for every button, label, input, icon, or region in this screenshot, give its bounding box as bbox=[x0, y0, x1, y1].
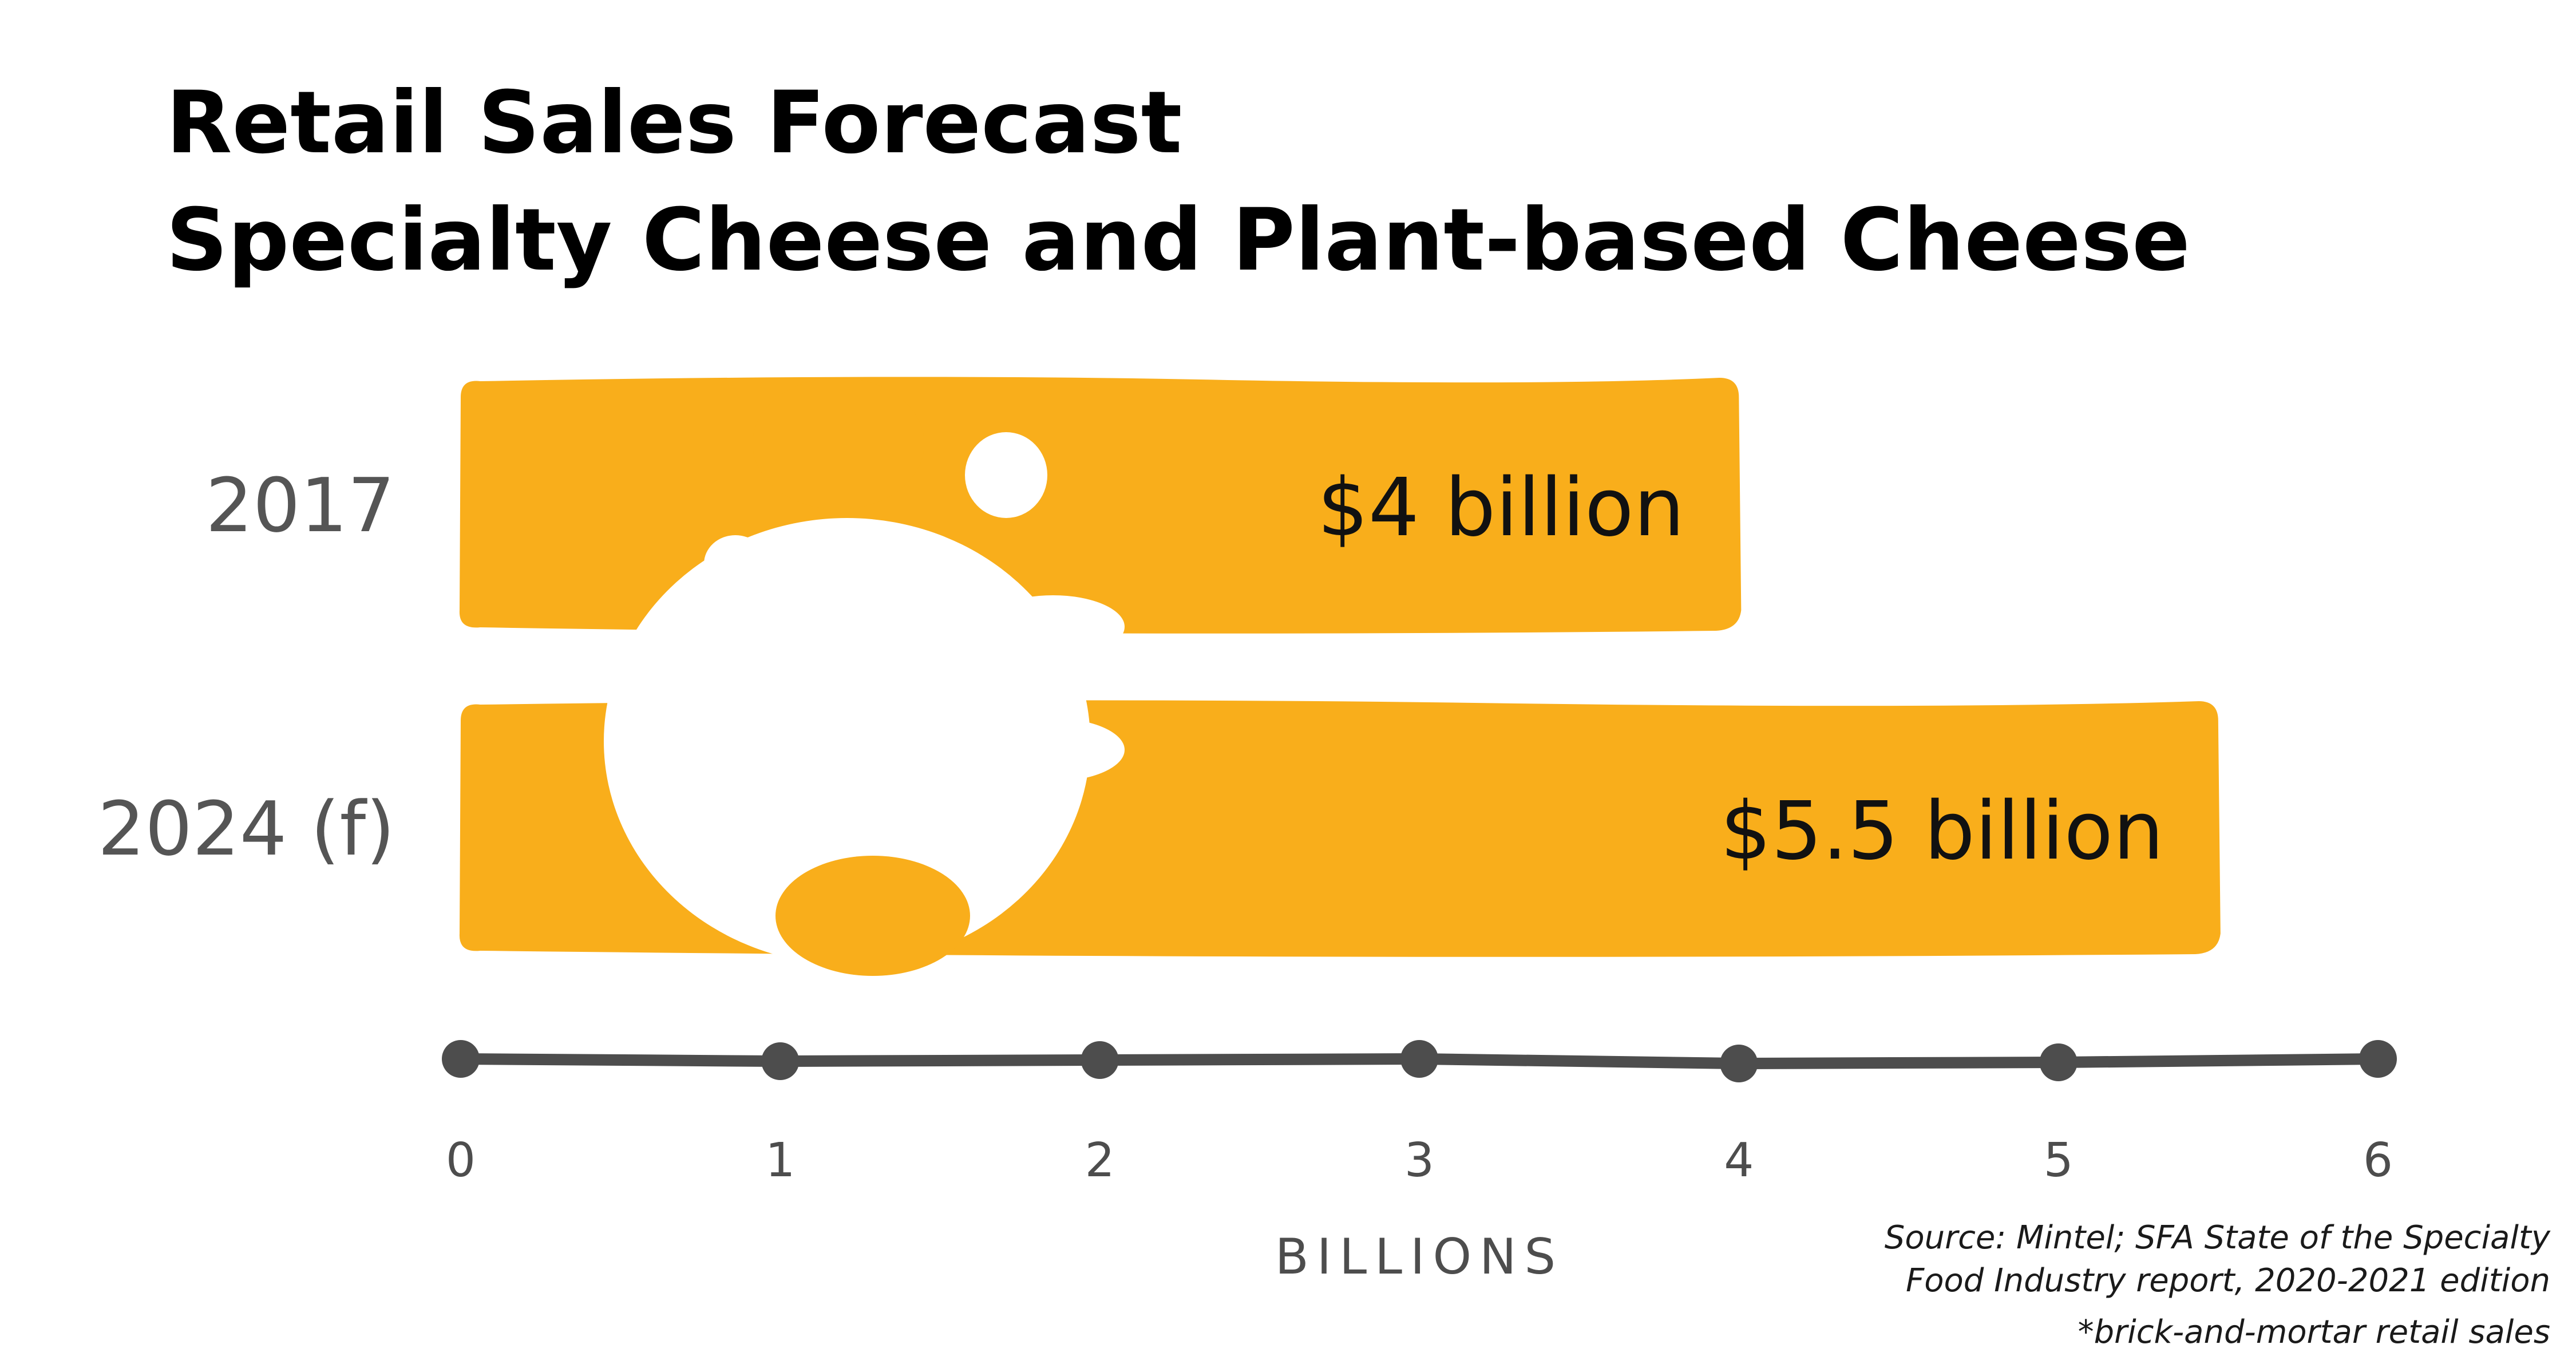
x-tick-dot-4 bbox=[1720, 1045, 1758, 1082]
labels-layer: 2017 2024 (f) $4 billion $5.5 billion bbox=[98, 461, 2164, 878]
category-label-1: 2024 (f) bbox=[98, 785, 395, 872]
category-label-0: 2017 bbox=[205, 462, 395, 549]
x-tick-dot-1 bbox=[761, 1042, 800, 1080]
x-axis: 0 1 2 3 4 5 6 BILLIONS bbox=[442, 1040, 2397, 1286]
footnote: *brick-and-mortar retail sales bbox=[2078, 1314, 2550, 1351]
x-tick-dot-2 bbox=[1081, 1041, 1119, 1079]
x-tick-dot-5 bbox=[2039, 1043, 2078, 1081]
x-tick-dot-3 bbox=[1400, 1040, 1438, 1078]
x-tick-label-3: 3 bbox=[1404, 1133, 1434, 1188]
x-tick-dot-6 bbox=[2359, 1040, 2397, 1078]
x-tick-label-5: 5 bbox=[2044, 1133, 2074, 1188]
cheese-holes-layer bbox=[604, 378, 1125, 976]
source-note-line-1: Source: Mintel; SFA State of the Special… bbox=[1884, 1219, 2550, 1256]
cheese-bite-0 bbox=[753, 378, 924, 509]
x-tick-label-2: 2 bbox=[1085, 1133, 1115, 1188]
x-axis-title: BILLIONS bbox=[1275, 1228, 1564, 1286]
x-tick-label-0: 0 bbox=[446, 1133, 476, 1188]
x-tick-label-1: 1 bbox=[765, 1133, 795, 1188]
value-label-0: $4 billion bbox=[1317, 461, 1684, 555]
value-label-1: $5.5 billion bbox=[1720, 785, 2164, 878]
x-tick-label-6: 6 bbox=[2363, 1133, 2393, 1188]
x-tick-label-4: 4 bbox=[1724, 1133, 1754, 1188]
chart-title-line-2: Specialty Cheese and Plant-based Cheese bbox=[166, 191, 2190, 290]
cheese-hole-2 bbox=[982, 595, 1125, 658]
chart-title-line-1: Retail Sales Forecast bbox=[166, 73, 1182, 173]
cheese-hole-3 bbox=[704, 535, 767, 592]
cheese-bite-1 bbox=[775, 856, 970, 976]
cheese-hole-0 bbox=[604, 518, 1090, 964]
cheese-hole-5 bbox=[972, 756, 1052, 841]
x-tick-dot-0 bbox=[442, 1040, 480, 1078]
cheese-hole-4 bbox=[965, 432, 1047, 518]
source-note-line-2: Food Industry report, 2020-2021 edition bbox=[1906, 1262, 2550, 1299]
